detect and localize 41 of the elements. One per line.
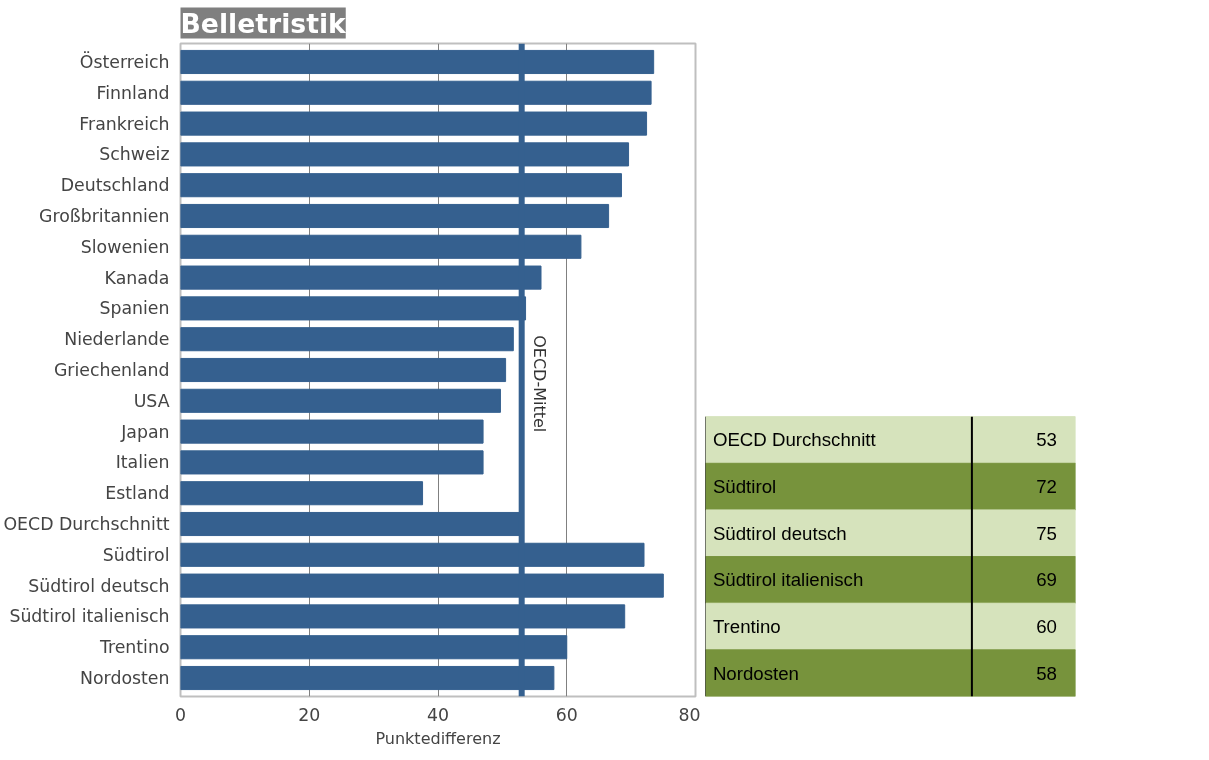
data-label: 53: [1036, 429, 1058, 451]
chart-title: Belletristik: [180, 7, 348, 39]
y-tick-label: Slowenien: [80, 236, 170, 257]
category-label: Südtirol italienisch: [712, 569, 864, 591]
y-tick-label: Griechenland: [53, 360, 170, 380]
category-label: Südtirol deutsch: [712, 522, 847, 544]
x-tick-label: 40: [426, 704, 450, 725]
y-tick-label: Österreich: [79, 50, 170, 72]
x-axis-title: Punktedifferenz: [375, 728, 501, 748]
y-tick-label: Deutschland: [60, 175, 170, 196]
y-tick-label: Niederlande: [64, 329, 170, 350]
x-tick-label: 20: [298, 704, 321, 725]
data-label: 58: [1036, 662, 1058, 684]
y-tick-label: Trentino: [98, 637, 170, 658]
data-label: 75: [1036, 522, 1058, 544]
y-tick-label: Spanien: [99, 298, 170, 319]
category-label: Südtirol: [712, 476, 777, 498]
y-tick-label: Nordosten: [80, 668, 170, 689]
y-tick-label: Südtirol deutsch: [28, 575, 170, 596]
data-label: 60: [1036, 616, 1058, 638]
y-tick-label: Großbritannien: [39, 205, 170, 226]
y-tick-label: Kanada: [104, 267, 170, 288]
y-tick-label: OECD Durchschnitt: [3, 514, 170, 535]
y-tick-label: Italien: [115, 452, 170, 473]
x-tick-label: 0: [174, 704, 187, 725]
category-label: Trentino: [712, 616, 781, 638]
data-label: 72: [1036, 476, 1058, 498]
y-tick-label: Finnland: [96, 82, 170, 103]
x-tick-label: 60: [555, 704, 578, 725]
y-tick-label: Südtirol: [102, 544, 170, 565]
category-label: OECD Durchschnitt: [712, 429, 877, 451]
y-tick-label: Estland: [105, 483, 170, 504]
data-label: 69: [1036, 569, 1058, 591]
category-label: Nordosten: [712, 662, 799, 684]
y-tick-label: USA: [133, 390, 170, 411]
y-tick-label: Südtirol italienisch: [9, 606, 170, 627]
y-tick-label: Schweiz: [99, 144, 170, 165]
y-tick-label: Japan: [120, 421, 170, 442]
x-tick-label: 80: [678, 704, 701, 725]
ref-line-label: OECD-Mittel: [529, 335, 549, 433]
y-tick-label: Frankreich: [79, 113, 170, 134]
